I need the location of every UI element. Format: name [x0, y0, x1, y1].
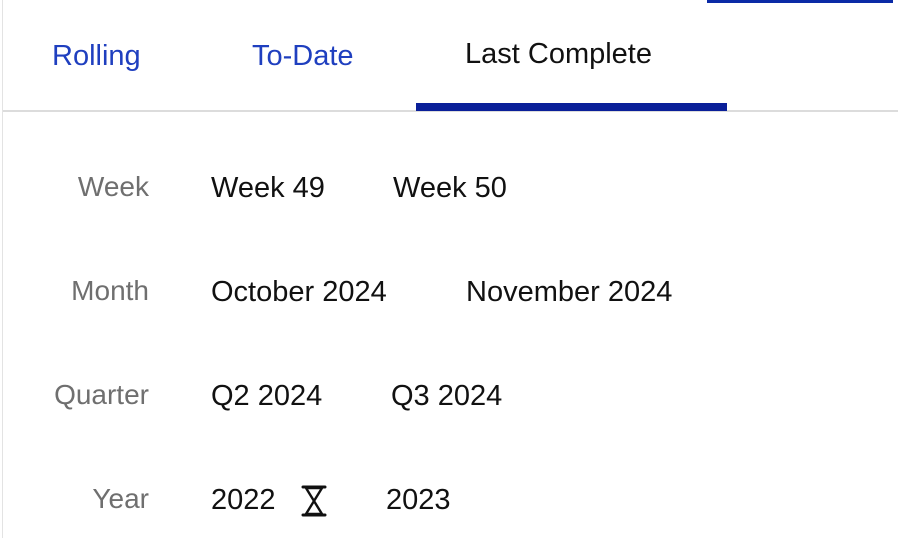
week-row-label: Week — [77, 171, 149, 202]
year-option[interactable]: 2022 — [211, 484, 276, 516]
hourglass-icon — [301, 485, 327, 517]
week-option[interactable]: Week 49 — [211, 172, 325, 204]
year-row-label: Year — [92, 483, 149, 514]
month-row-label: Month — [71, 275, 149, 306]
year-option[interactable]: 2023 — [386, 484, 451, 516]
week-option[interactable]: Week 50 — [393, 172, 507, 204]
quarter-option[interactable]: Q2 2024 — [211, 380, 323, 412]
month-option[interactable]: October 2024 — [211, 276, 387, 308]
month-option[interactable]: November 2024 — [466, 276, 673, 308]
quarter-option[interactable]: Q3 2024 — [391, 380, 503, 412]
tab-to-date[interactable]: To-Date — [252, 40, 354, 72]
tab-last-complete[interactable]: Last Complete — [465, 38, 652, 70]
quarter-row-label: Quarter — [54, 379, 149, 410]
period-tabs: Rolling To-Date Last Complete — [3, 0, 898, 112]
tab-rolling[interactable]: Rolling — [52, 40, 141, 72]
top-accent-bar — [707, 0, 893, 3]
active-tab-indicator — [416, 103, 727, 111]
